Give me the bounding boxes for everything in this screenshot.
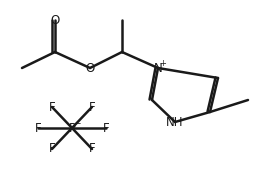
Text: F: F <box>49 143 55 156</box>
Text: F: F <box>89 100 95 114</box>
Text: +: + <box>159 58 166 68</box>
Text: F: F <box>89 143 95 156</box>
Text: P: P <box>69 122 76 134</box>
Text: O: O <box>50 14 59 26</box>
Text: F: F <box>49 100 55 114</box>
Text: O: O <box>85 62 95 75</box>
Text: F: F <box>103 122 109 134</box>
Text: F: F <box>35 122 41 134</box>
Text: NH: NH <box>166 116 184 129</box>
Text: −: − <box>73 118 81 127</box>
Text: N: N <box>154 62 162 75</box>
